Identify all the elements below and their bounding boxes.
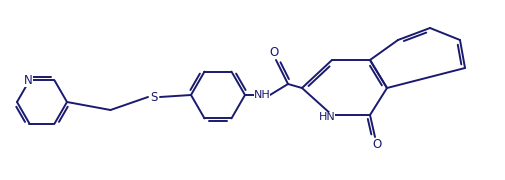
Text: N: N	[24, 74, 33, 87]
Text: NH: NH	[253, 90, 270, 100]
Text: O: O	[269, 46, 278, 58]
Text: S: S	[150, 91, 158, 104]
Text: O: O	[372, 138, 381, 152]
Text: HN: HN	[318, 112, 335, 122]
